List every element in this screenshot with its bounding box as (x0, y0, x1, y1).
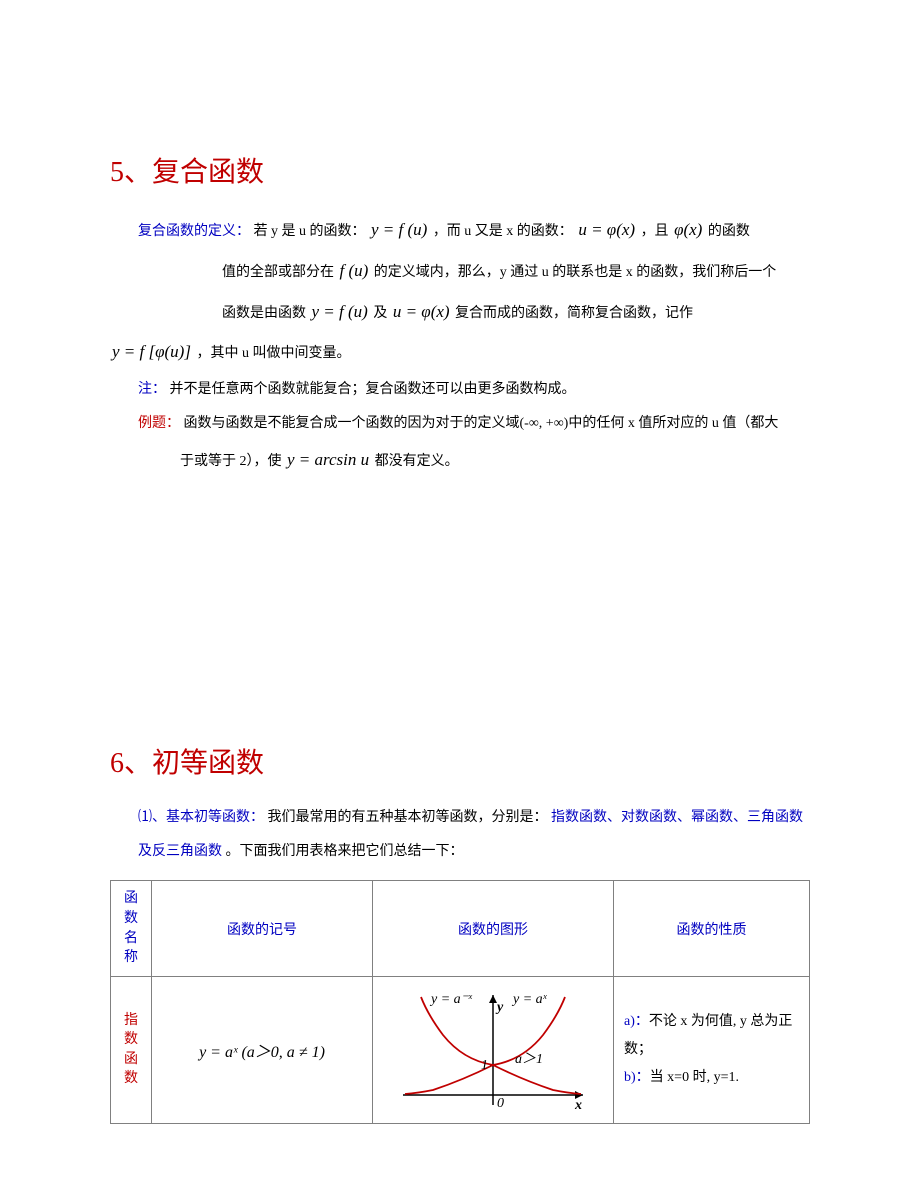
math-u-phix: u = φ(x) (576, 220, 637, 239)
prop-a-label: a)： (624, 1014, 649, 1029)
th-name-c4: 称 (121, 948, 141, 968)
th-name: 函 数 名 称 (111, 881, 152, 976)
s5-p3c: 复合而成的函数，简称复合函数，记作 (455, 306, 693, 321)
section-6-heading: 6、初等函数 (110, 741, 810, 781)
s5-p1a: 若 y 是 u 的函数： (254, 224, 366, 239)
cond-label: a＞1 (515, 1052, 543, 1067)
th-notation: 函数的记号 (152, 881, 373, 976)
example-text-a: 函数与函数是不能复合成一个函数的因为对于的定义域(-∞, +∞)中的任何 x 值… (184, 416, 779, 431)
prop-b: b)：当 x=0 时, y=1. (624, 1064, 799, 1092)
prop-b-label: b)： (624, 1070, 650, 1085)
graph-right-label: y = aˣ (511, 992, 548, 1007)
function-table: 函 数 名 称 函数的记号 函数的图形 函数的性质 指 数 函 数 y = aˣ… (110, 880, 810, 1123)
note-label: 注： (138, 382, 166, 397)
section-gap (110, 481, 810, 741)
rn-c4: 数 (121, 1069, 141, 1089)
table-header-row: 函 数 名 称 函数的记号 函数的图形 函数的性质 (111, 881, 810, 976)
x-axis-label: x (574, 1098, 582, 1113)
s5-p3a: 函数是由函数 (222, 306, 310, 321)
rn-c3: 函 (121, 1050, 141, 1070)
th-properties: 函数的性质 (614, 881, 810, 976)
s5-paragraph-4: y = f [φ(u)] ，其中 u 叫做中间变量。 (110, 332, 810, 373)
s5-example-1: 例题： 函数与函数是不能复合成一个函数的因为对于的定义域(-∞, +∞)中的任何… (138, 407, 810, 441)
math-phix: φ(x) (672, 220, 704, 239)
prop-a-text: 不论 x 为何值, y 总为正数； (624, 1014, 792, 1057)
exp-graph-svg: y = a⁻ˣ y = aˣ y x 0 1 a＞1 (393, 985, 593, 1115)
s5-p4: ，其中 u 叫做中间变量。 (196, 346, 350, 361)
section-5-heading: 5、复合函数 (110, 150, 810, 190)
example-label: 例题： (138, 416, 180, 431)
example-text-c: 都没有定义。 (375, 454, 459, 469)
row-name-exp: 指 数 函 数 (111, 976, 152, 1123)
y1-label: 1 (481, 1058, 488, 1073)
math-fu: f (u) (338, 261, 371, 280)
s6-p1a: 我们最常用的有五种基本初等函数，分别是： (268, 810, 548, 825)
example-text-b: 于或等于 2），使 (180, 454, 285, 469)
graph-left-label: y = a⁻ˣ (429, 992, 473, 1007)
row-notation-exp: y = aˣ (a＞0, a ≠ 1) (152, 976, 373, 1123)
rn-c1: 指 (121, 1011, 141, 1031)
s5-paragraph-3: 函数是由函数 y = f (u) 及 u = φ(x) 复合而成的函数，简称复合… (222, 292, 810, 333)
th-name-c2: 数 (121, 909, 141, 929)
s5-p2b: 的定义域内，那么，y 通过 u 的联系也是 x 的函数，我们称后一个 (374, 265, 777, 280)
s5-paragraph-1: 复合函数的定义： 若 y 是 u 的函数： y = f (u) ，而 u 又是 … (138, 210, 810, 251)
math-y-f-phiu: y = f [φ(u)] (110, 342, 193, 361)
s5-p3b: 及 (373, 306, 391, 321)
rn-c2: 数 (121, 1030, 141, 1050)
note-text: 并不是任意两个函数就能复合；复合函数还可以由更多函数构成。 (170, 382, 576, 397)
exp-notation: y = aˣ (a＞0, a ≠ 1) (197, 1044, 327, 1061)
s5-note: 注： 并不是任意两个函数就能复合；复合函数还可以由更多函数构成。 (138, 373, 810, 407)
math-y-fu-2: y = f (u) (310, 302, 370, 321)
prop-b-text: 当 x=0 时, y=1. (650, 1070, 739, 1085)
math-u-phix-2: u = φ(x) (391, 302, 452, 321)
s6-p1b: 。下面我们用表格来把它们总结一下： (226, 844, 464, 859)
th-name-c3: 名 (121, 929, 141, 949)
s5-p2a: 值的全部或部分在 (222, 265, 338, 280)
math-y-fu: y = f (u) (369, 220, 429, 239)
y-axis-label: y (495, 1000, 504, 1015)
s5-paragraph-2: 值的全部或部分在 f (u) 的定义域内，那么，y 通过 u 的联系也是 x 的… (222, 251, 810, 292)
th-graph: 函数的图形 (373, 881, 614, 976)
s6-paragraph-1: ⑴、基本初等函数： 我们最常用的有五种基本初等函数，分别是： 指数函数、对数函数… (138, 801, 810, 868)
s5-p1d: 的函数 (708, 224, 750, 239)
th-name-c1: 函 (121, 889, 141, 909)
s5-p1b: ，而 u 又是 x 的函数： (433, 224, 573, 239)
basic-func-label: ⑴、基本初等函数： (138, 810, 264, 825)
math-arcsin: y = arcsin u (285, 450, 371, 469)
def-label: 复合函数的定义： (138, 224, 250, 239)
prop-a: a)：不论 x 为何值, y 总为正数； (624, 1008, 799, 1064)
table-row-exponential: 指 数 函 数 y = aˣ (a＞0, a ≠ 1) (111, 976, 810, 1123)
s5-p1c: ，且 (641, 224, 673, 239)
origin-label: 0 (497, 1096, 504, 1111)
row-prop-exp: a)：不论 x 为何值, y 总为正数； b)：当 x=0 时, y=1. (614, 976, 810, 1123)
row-graph-exp: y = a⁻ˣ y = aˣ y x 0 1 a＞1 (373, 976, 614, 1123)
s5-example-2: 于或等于 2），使 y = arcsin u 都没有定义。 (180, 440, 810, 481)
